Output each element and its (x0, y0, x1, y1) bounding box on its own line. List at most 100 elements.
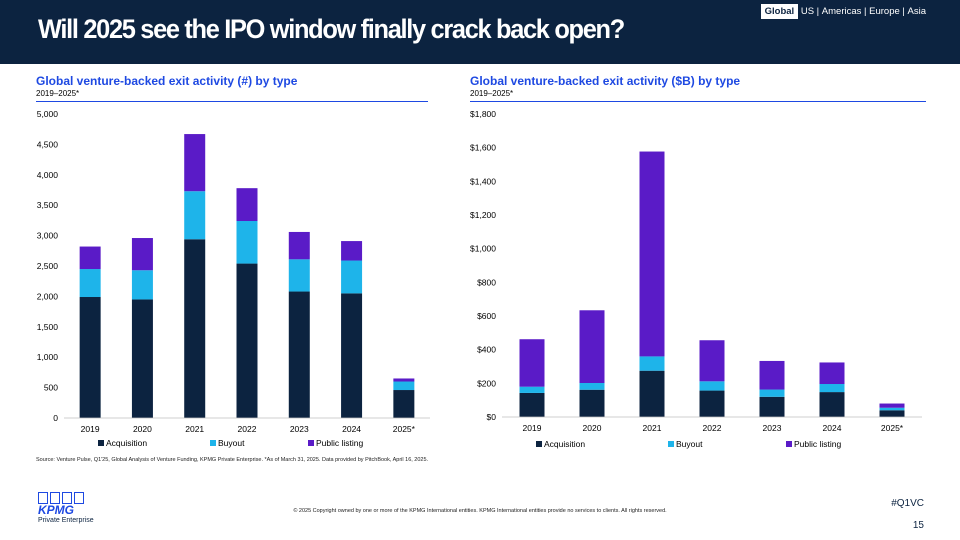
bar-public-listing (759, 360, 785, 390)
x-tick-label: 2022 (238, 424, 257, 434)
y-tick-label: $600 (477, 311, 496, 321)
bar-buyout (639, 356, 665, 371)
x-tick-label: 2025* (881, 423, 904, 433)
y-tick-label: 0 (53, 413, 58, 423)
bar-public-listing (131, 238, 153, 271)
legend-label: Acquisition (106, 438, 147, 448)
x-tick-label: 2023 (290, 424, 309, 434)
copyright-notice: © 2025 Copyright owned by one or more of… (293, 508, 667, 514)
bar-acquisition (288, 291, 310, 418)
region-americas[interactable]: Americas (821, 6, 862, 17)
legend-label: Acquisition (544, 439, 585, 449)
y-tick-label: 4,000 (37, 170, 59, 180)
hashtag[interactable]: #Q1VC (891, 498, 924, 509)
chart-count-header: Global venture-backed exit activity (#) … (36, 74, 428, 102)
y-tick-label: 500 (44, 383, 58, 393)
y-tick-label: $1,200 (470, 210, 496, 220)
source-note: Source: Venture Pulse, Q1'25, Global Ana… (36, 457, 429, 463)
region-us[interactable]: US (800, 6, 815, 17)
chart-count-title: Global venture-backed exit activity (#) … (36, 74, 298, 88)
bar-acquisition (819, 392, 845, 417)
bar-public-listing (184, 134, 206, 192)
legend-swatch (668, 441, 674, 447)
bar-buyout (519, 386, 545, 393)
bar-public-listing (288, 231, 310, 260)
bar-acquisition (131, 299, 153, 418)
kpmg-logo: KPMG Private Enterprise (38, 492, 94, 524)
region-nav: Global US | Americas | Europe | Asia (760, 4, 926, 19)
chart-exit-value: $0 $200 $400 $600 $800 $1,000 $1,200 $1,400 $1,6… (470, 109, 922, 449)
y-tick-label: 1,500 (37, 322, 59, 332)
page-title: Will 2025 see the IPO window finally cra… (38, 14, 625, 44)
y-tick-label: $1,000 (470, 244, 496, 254)
chart-exit-count: 0 500 1,000 1,500 2,000 2,500 3,000 3,500 4,000 4… (37, 109, 430, 448)
logo-wordmark: KPMG (38, 503, 74, 517)
bar-acquisition (79, 297, 101, 418)
x-tick-label: 2021 (185, 424, 204, 434)
bar-public-listing (579, 310, 605, 383)
legend-label: Buyout (218, 438, 245, 448)
header-bar: Will 2025 see the IPO window finally cra… (0, 0, 960, 64)
bar-public-listing (819, 362, 845, 385)
bar-buyout (579, 382, 605, 390)
y-tick-label: $400 (477, 345, 496, 355)
y-tick-label: $1,600 (470, 143, 496, 153)
legend-swatch (786, 441, 792, 447)
bar-buyout (879, 407, 905, 411)
y-tick-label: 4,500 (37, 139, 59, 149)
x-tick-label: 2019 (81, 424, 100, 434)
x-tick-label: 2020 (133, 424, 152, 434)
y-tick-label: 2,000 (37, 291, 59, 301)
region-europe[interactable]: Europe (869, 6, 900, 17)
region-global[interactable]: Global (760, 4, 799, 19)
bar-public-listing (79, 246, 101, 270)
y-tick-label: 1,000 (37, 352, 59, 362)
bar-public-listing (639, 151, 665, 357)
chart-count-rule (36, 101, 428, 102)
legend-label: Public listing (794, 439, 842, 449)
legend-swatch (536, 441, 542, 447)
y-tick-label: 2,500 (37, 261, 59, 271)
legend-label: Public listing (316, 438, 364, 448)
x-tick-label: 2024 (342, 424, 361, 434)
bar-public-listing (393, 378, 415, 382)
x-tick-label: 2020 (583, 423, 602, 433)
x-tick-label: 2022 (703, 423, 722, 433)
legend-label: Buyout (676, 439, 703, 449)
bar-buyout (288, 259, 310, 292)
region-asia[interactable]: Asia (907, 6, 926, 17)
legend-swatch (210, 440, 216, 446)
bar-public-listing (341, 241, 363, 261)
bar-acquisition (184, 239, 206, 418)
bar-public-listing (236, 188, 258, 222)
x-tick-label: 2019 (523, 423, 542, 433)
bar-buyout (759, 389, 785, 397)
chart-value-subtitle: 2019–2025* (470, 89, 514, 98)
bar-buyout (699, 381, 725, 391)
bar-public-listing (879, 403, 905, 408)
bar-acquisition (879, 410, 905, 417)
bar-public-listing (519, 339, 545, 387)
bar-buyout (131, 270, 153, 300)
legend-swatch (308, 440, 314, 446)
x-tick-label: 2024 (823, 423, 842, 433)
y-tick-label: $200 (477, 378, 496, 388)
chart-count-subtitle: 2019–2025* (36, 89, 80, 98)
y-tick-label: $1,800 (470, 109, 496, 119)
y-tick-label: $0 (487, 412, 497, 422)
page-number: 15 (912, 520, 924, 531)
bar-buyout (236, 221, 258, 264)
bar-buyout (819, 384, 845, 393)
bar-acquisition (639, 370, 665, 417)
bar-buyout (341, 260, 363, 294)
bar-acquisition (393, 390, 415, 418)
logo-subtitle: Private Enterprise (38, 517, 94, 524)
chart-value-rule (470, 101, 926, 102)
bar-acquisition (519, 392, 545, 417)
bar-acquisition (341, 293, 363, 418)
y-tick-label: 5,000 (37, 109, 59, 119)
bar-public-listing (699, 340, 725, 382)
y-tick-label: 3,500 (37, 200, 59, 210)
x-tick-label: 2021 (643, 423, 662, 433)
logo-blocks (38, 492, 94, 504)
